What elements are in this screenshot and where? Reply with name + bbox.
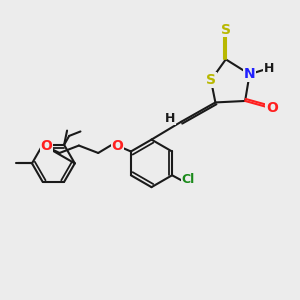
Text: O: O xyxy=(40,140,52,153)
Text: S: S xyxy=(221,22,231,37)
Text: H: H xyxy=(165,112,175,125)
Text: S: S xyxy=(206,73,216,87)
Text: O: O xyxy=(112,139,124,152)
Text: Cl: Cl xyxy=(182,173,195,186)
Text: N: N xyxy=(244,67,255,81)
Text: H: H xyxy=(264,62,274,75)
Text: O: O xyxy=(266,101,278,116)
